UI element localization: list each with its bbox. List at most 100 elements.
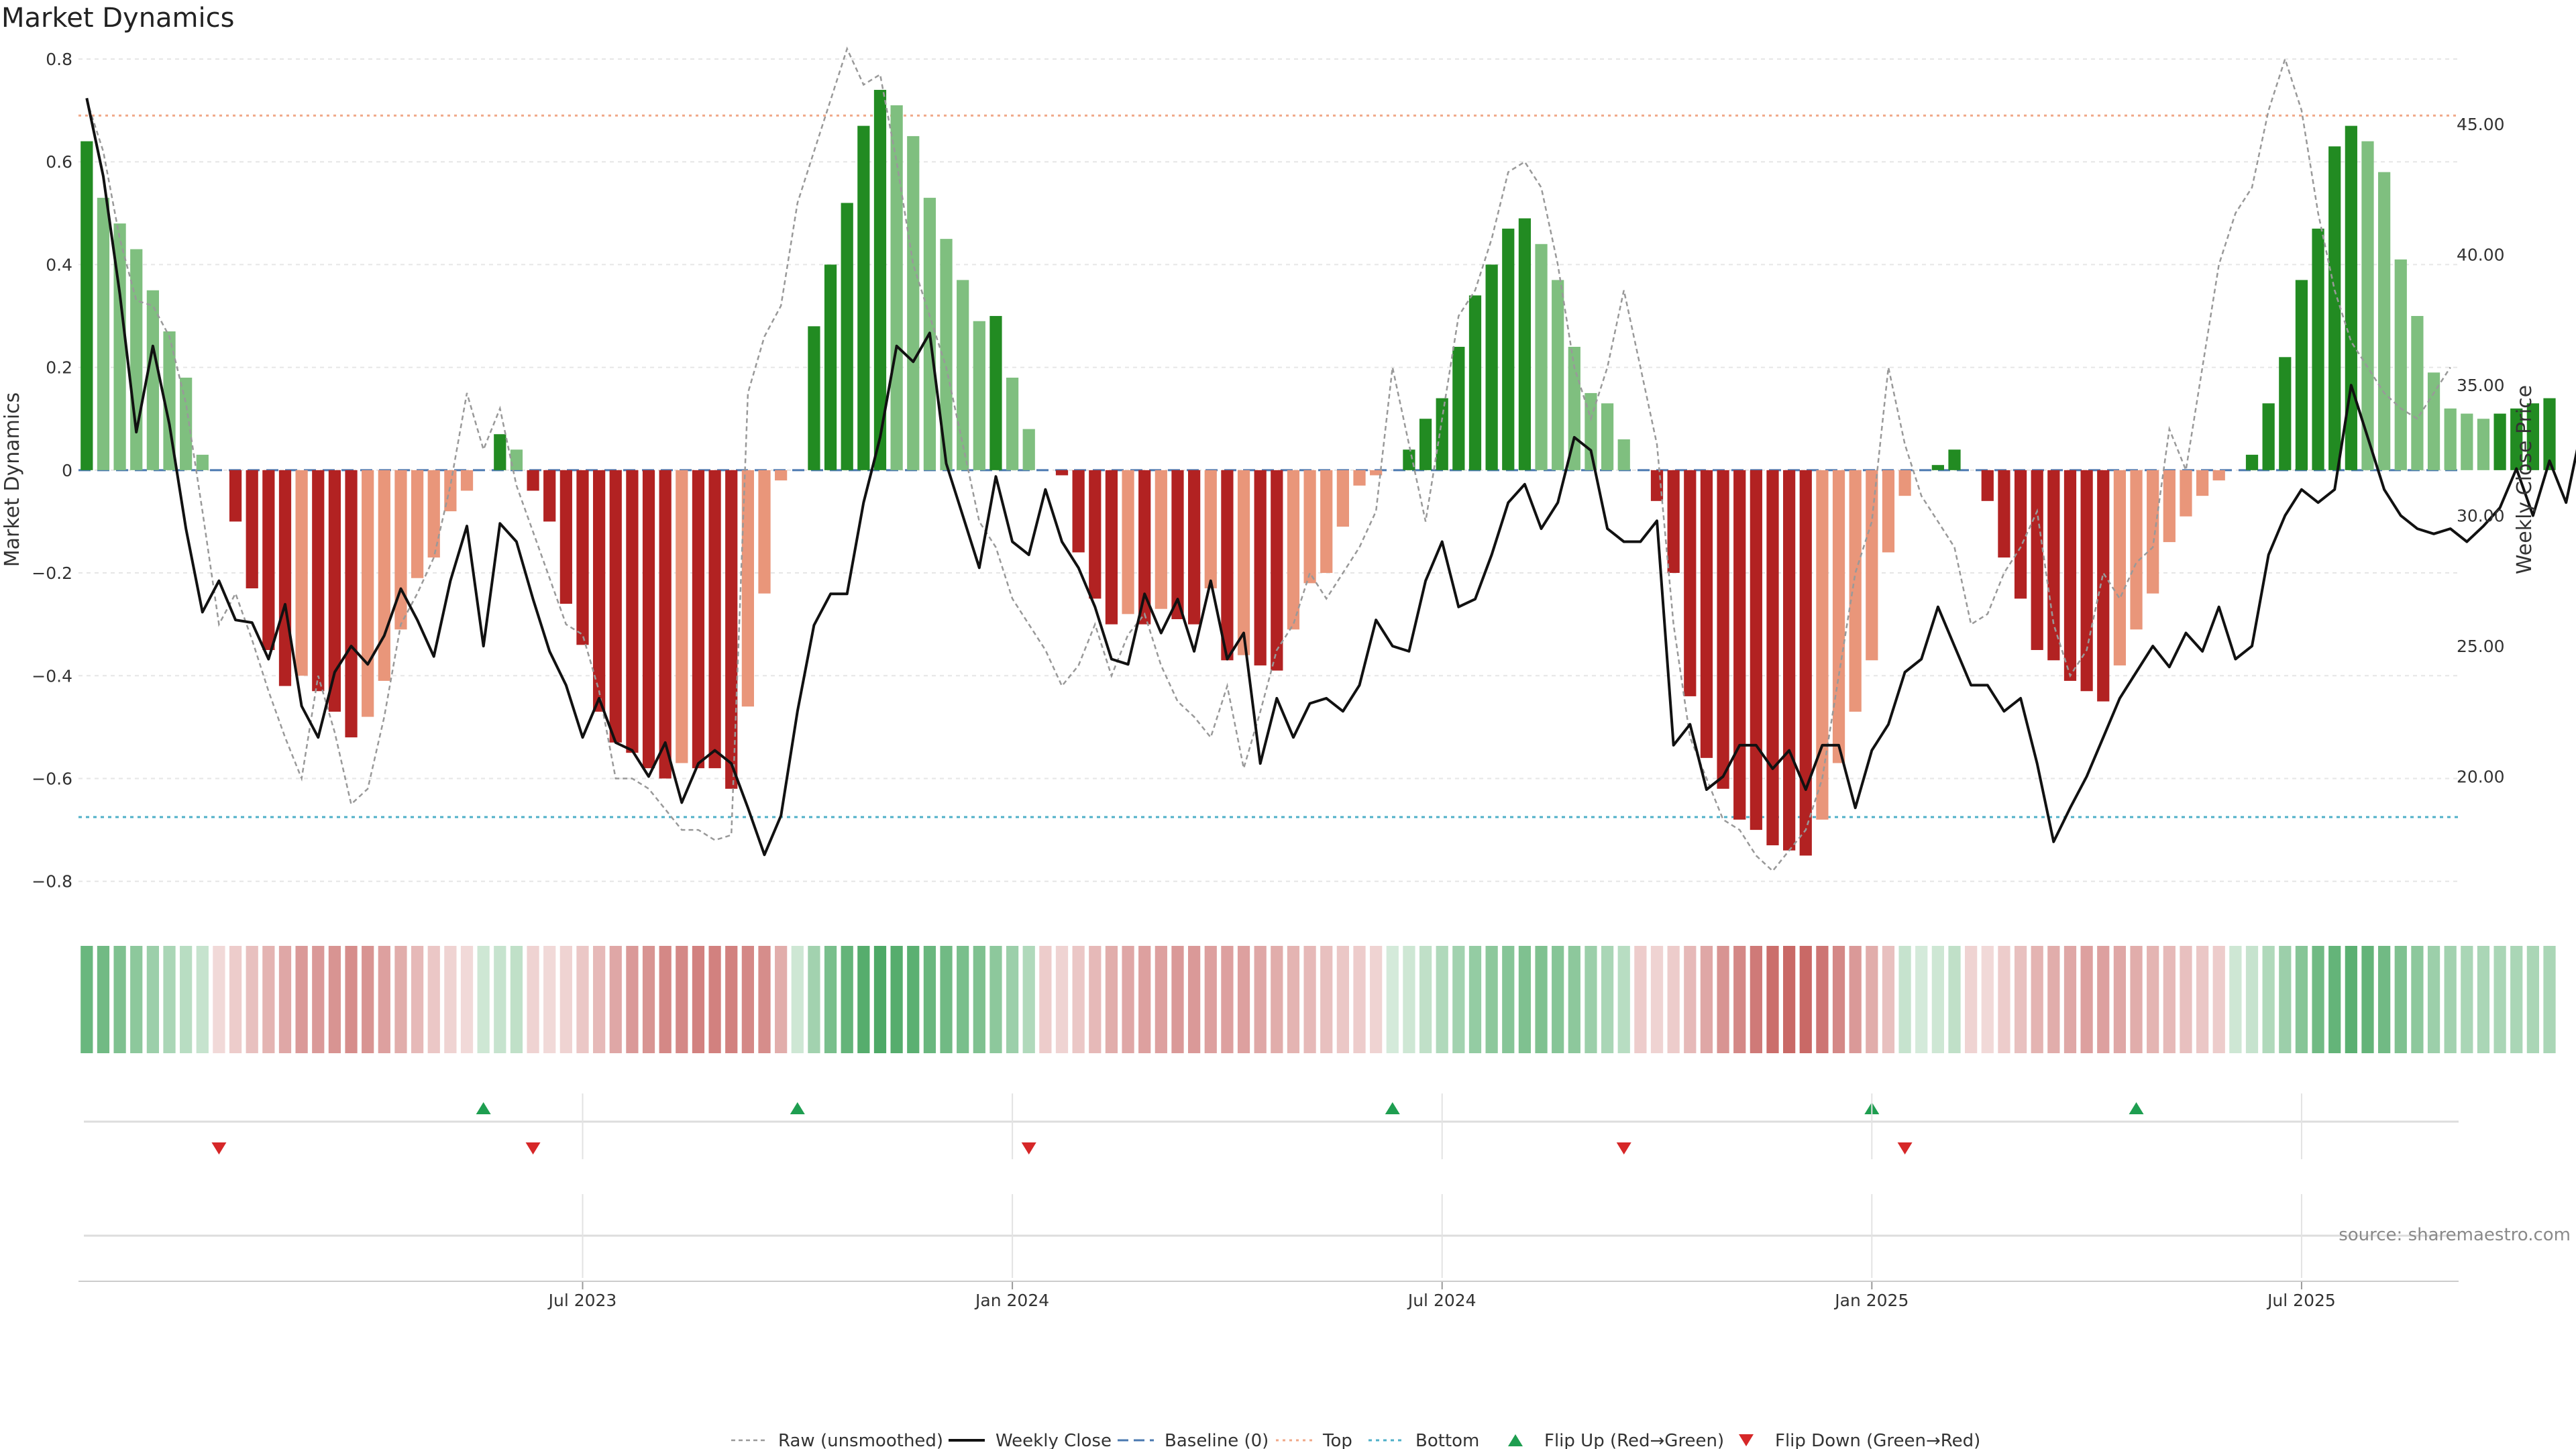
dynamics-bar [1089,470,1102,599]
dynamics-bar [1717,470,1729,789]
regime-cell [1502,946,1515,1053]
dynamics-bar [758,470,771,594]
dynamics-bar [1436,398,1448,470]
regime-cell [775,946,788,1053]
regime-cell [2031,946,2043,1053]
dynamics-bar [1585,392,1597,470]
dynamics-bar [378,470,390,681]
dynamics-bar [907,136,920,470]
dynamics-bar [2295,280,2308,470]
y-tick-label: −0.2 [32,564,72,583]
regime-cell [1898,946,1911,1053]
y-tick-label: −0.8 [32,872,72,892]
legend-label: Bottom [1415,1431,1479,1449]
dynamics-bar [180,377,193,470]
dynamics-bar [989,316,1002,470]
dynamics-bar [708,470,721,769]
regime-cell [1882,946,1895,1053]
regime-cell [262,946,275,1053]
regime-cell [427,946,440,1053]
regime-cell [2477,946,2490,1053]
dynamics-bar [246,470,258,589]
dynamics-bar [1849,470,1862,712]
dynamics-bar [97,197,110,470]
flip-up-marker [790,1102,805,1114]
dynamics-bar [1518,218,1532,470]
regime-cell [2279,946,2292,1053]
dynamics-bar [857,125,870,470]
regime-cell [1998,946,2010,1053]
regime-cell [1155,946,1167,1053]
dynamics-bar [1617,439,1630,470]
dynamics-bar [890,105,903,470]
dynamics-bar [2394,259,2407,470]
regime-cell [1915,946,1928,1053]
regime-cell [692,946,705,1053]
dynamics-bar [494,434,506,470]
dynamics-bar [1898,470,1911,496]
regime-cell [246,946,258,1053]
regime-cell [1717,946,1729,1053]
regime-cell [1237,946,1250,1053]
dynamics-bar [2526,403,2539,470]
dynamics-bar [2328,146,2341,470]
regime-cell [295,946,308,1053]
dynamics-bar [312,470,325,692]
regime-cell [394,946,407,1053]
regime-cell [229,946,242,1053]
dynamics-bar [1287,470,1300,630]
dynamics-bar [1750,470,1762,830]
regime-cell [841,946,853,1053]
regime-cell [907,946,920,1053]
regime-cell [2510,946,2523,1053]
regime-cell [1022,946,1035,1053]
regime-cell [857,946,870,1053]
dynamics-bar [2361,141,2374,470]
x-tick-label: Jul 2023 [547,1291,617,1310]
regime-cell [80,946,93,1053]
dynamics-bar [427,470,440,558]
regime-cell [725,946,738,1053]
regime-cell [576,946,589,1053]
chart-title: Market Dynamics [1,3,234,34]
dynamics-bar [411,470,424,578]
dynamics-bar [1022,429,1035,470]
regime-cell [1568,946,1580,1053]
regime-cell [2444,946,2457,1053]
dynamics-bar [659,470,672,779]
regime-cell [1733,946,1746,1053]
y-tick-label: 0.2 [46,358,72,378]
regime-cell [1634,946,1647,1053]
legend-flip-up-swatch [1508,1434,1523,1446]
legend-label: Top [1322,1431,1352,1449]
dynamics-bar [1552,280,1564,470]
dynamics-bar [973,321,985,470]
regime-cell [362,946,374,1053]
y2-tick-label: 20.00 [2457,767,2505,787]
regime-cell [2147,946,2159,1053]
dynamics-bar [1122,470,1134,614]
regime-cell [1254,946,1267,1053]
regime-cell [2543,946,2556,1053]
regime-cell [1271,946,1283,1053]
regime-cell [1370,946,1383,1053]
dynamics-bar [1155,470,1167,609]
dynamics-bar [2510,408,2523,470]
y-axis-ticks: 0.8 0.6 0.4 0.2 0 −0.2 −0.4 −0.6 −0.8 [32,50,72,892]
y2-axis-label: Weekly Close Price [2513,385,2536,574]
dynamics-bar [444,470,457,512]
regime-cell [2130,946,2143,1053]
dynamics-bar [957,280,969,470]
regime-cell [1816,946,1829,1053]
x-axis: Jul 2023 Jan 2024 Jul 2024 Jan 2025 Jul 2025 [78,1093,2459,1310]
dynamics-bar [328,470,341,712]
regime-cell [1055,946,1069,1053]
dynamics-bar [196,454,209,470]
regime-cell [180,946,193,1053]
regime-cell [1799,946,1812,1053]
regime-cell [2063,946,2077,1053]
regime-cell [1948,946,1961,1053]
dynamics-bar [2543,398,2556,470]
dynamics-bar [1948,449,1961,470]
dynamics-bar [510,449,523,470]
